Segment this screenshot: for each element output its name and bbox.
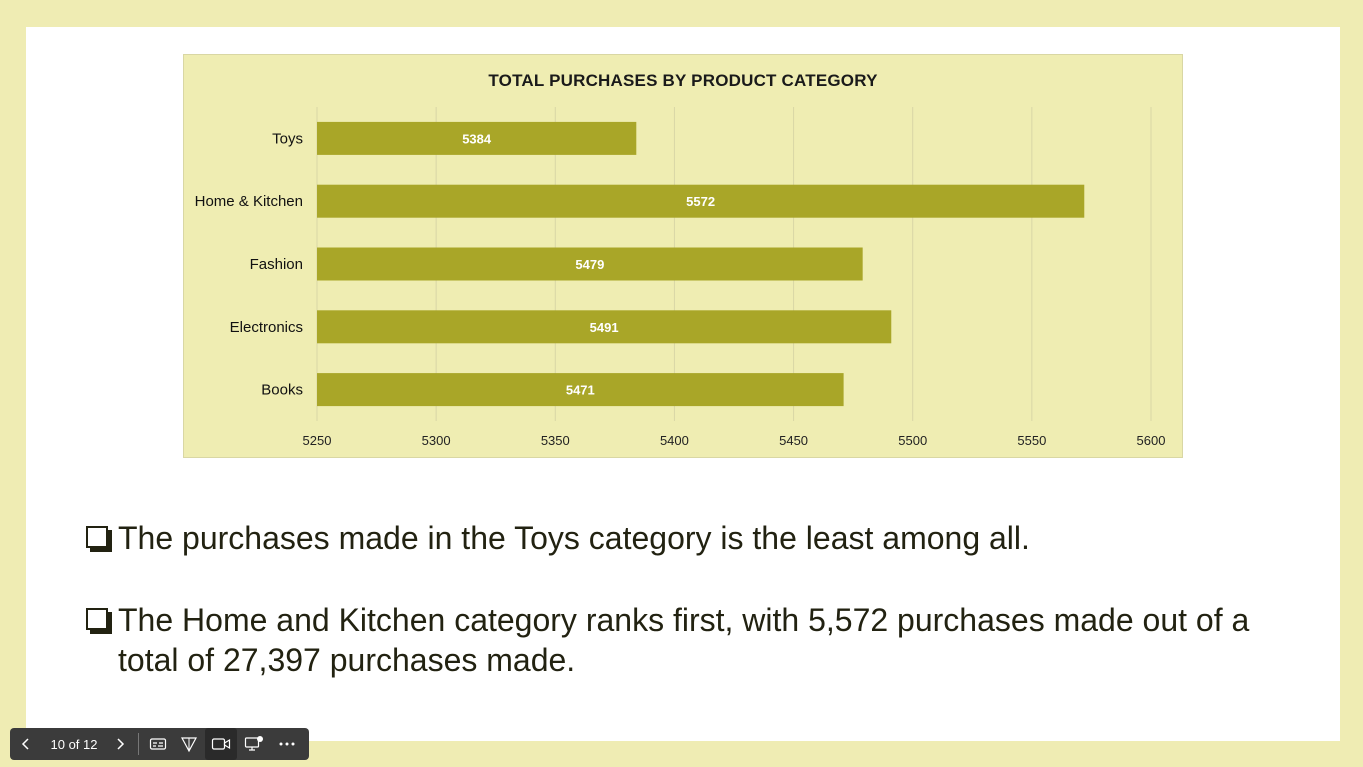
x-tick-label: 5450 xyxy=(779,433,808,448)
y-category-label: Fashion xyxy=(250,256,303,273)
data-label: 5471 xyxy=(566,383,595,398)
bar xyxy=(317,373,844,407)
chevron-left-icon xyxy=(21,738,29,750)
bullet-text: The Home and Kitchen category ranks firs… xyxy=(118,602,1250,678)
slide: 5250 5300 5350 5400 5450 5500 5550 5600 5384 Toys… xyxy=(26,27,1340,741)
page-indicator: 10 of 12 xyxy=(50,736,98,752)
y-category-label: Electronics xyxy=(230,319,303,336)
x-tick-label: 5300 xyxy=(422,433,451,448)
next-slide-button[interactable] xyxy=(106,728,134,760)
x-tick-label: 5550 xyxy=(1017,433,1046,448)
bar xyxy=(317,310,892,344)
camera-button[interactable] xyxy=(205,728,237,760)
camera-icon xyxy=(211,738,231,750)
laser-pointer-icon xyxy=(180,737,198,753)
chart-title: TOTAL PURCHASES BY PRODUCT CATEGORY xyxy=(488,71,878,90)
more-options-button[interactable] xyxy=(271,728,303,760)
checkbox-bullet-icon xyxy=(86,608,112,634)
previous-slide-button[interactable] xyxy=(10,728,42,760)
screen-share-icon xyxy=(244,736,263,751)
x-tick-label: 5400 xyxy=(660,433,689,448)
checkbox-bullet-icon xyxy=(86,526,112,552)
y-category-label: Home & Kitchen xyxy=(195,193,303,210)
subtitles-icon xyxy=(149,738,167,750)
bar xyxy=(317,247,863,281)
screen-share-button[interactable] xyxy=(237,728,271,760)
chart: 5250 5300 5350 5400 5450 5500 5550 5600 5384 Toys… xyxy=(183,54,1183,458)
bullet-item: The purchases made in the Toys category … xyxy=(86,518,1030,558)
data-label: 5491 xyxy=(590,320,619,335)
chart-plot: 5250 5300 5350 5400 5450 5500 5550 5600 5384 Toys… xyxy=(195,107,1166,448)
chevron-right-icon xyxy=(117,738,125,750)
bullet-item: The Home and Kitchen category ranks firs… xyxy=(86,600,1286,680)
data-label: 5572 xyxy=(686,194,715,209)
laser-pointer-button[interactable] xyxy=(173,728,205,760)
x-tick-label: 5350 xyxy=(541,433,570,448)
bar xyxy=(317,121,637,155)
subtitles-button[interactable] xyxy=(143,728,173,760)
x-tick-label: 5500 xyxy=(898,433,927,448)
data-label: 5384 xyxy=(462,131,492,146)
bar xyxy=(317,184,1085,218)
y-category-label: Toys xyxy=(272,130,303,147)
toolbar-divider xyxy=(138,733,139,755)
x-tick-label: 5600 xyxy=(1137,433,1166,448)
x-tick-label: 5250 xyxy=(303,433,332,448)
more-icon xyxy=(279,742,295,746)
y-category-label: Books xyxy=(261,382,303,399)
presentation-toolbar: 10 of 12 xyxy=(10,728,309,760)
bullet-text: The purchases made in the Toys category … xyxy=(118,520,1030,556)
data-label: 5479 xyxy=(575,257,604,272)
